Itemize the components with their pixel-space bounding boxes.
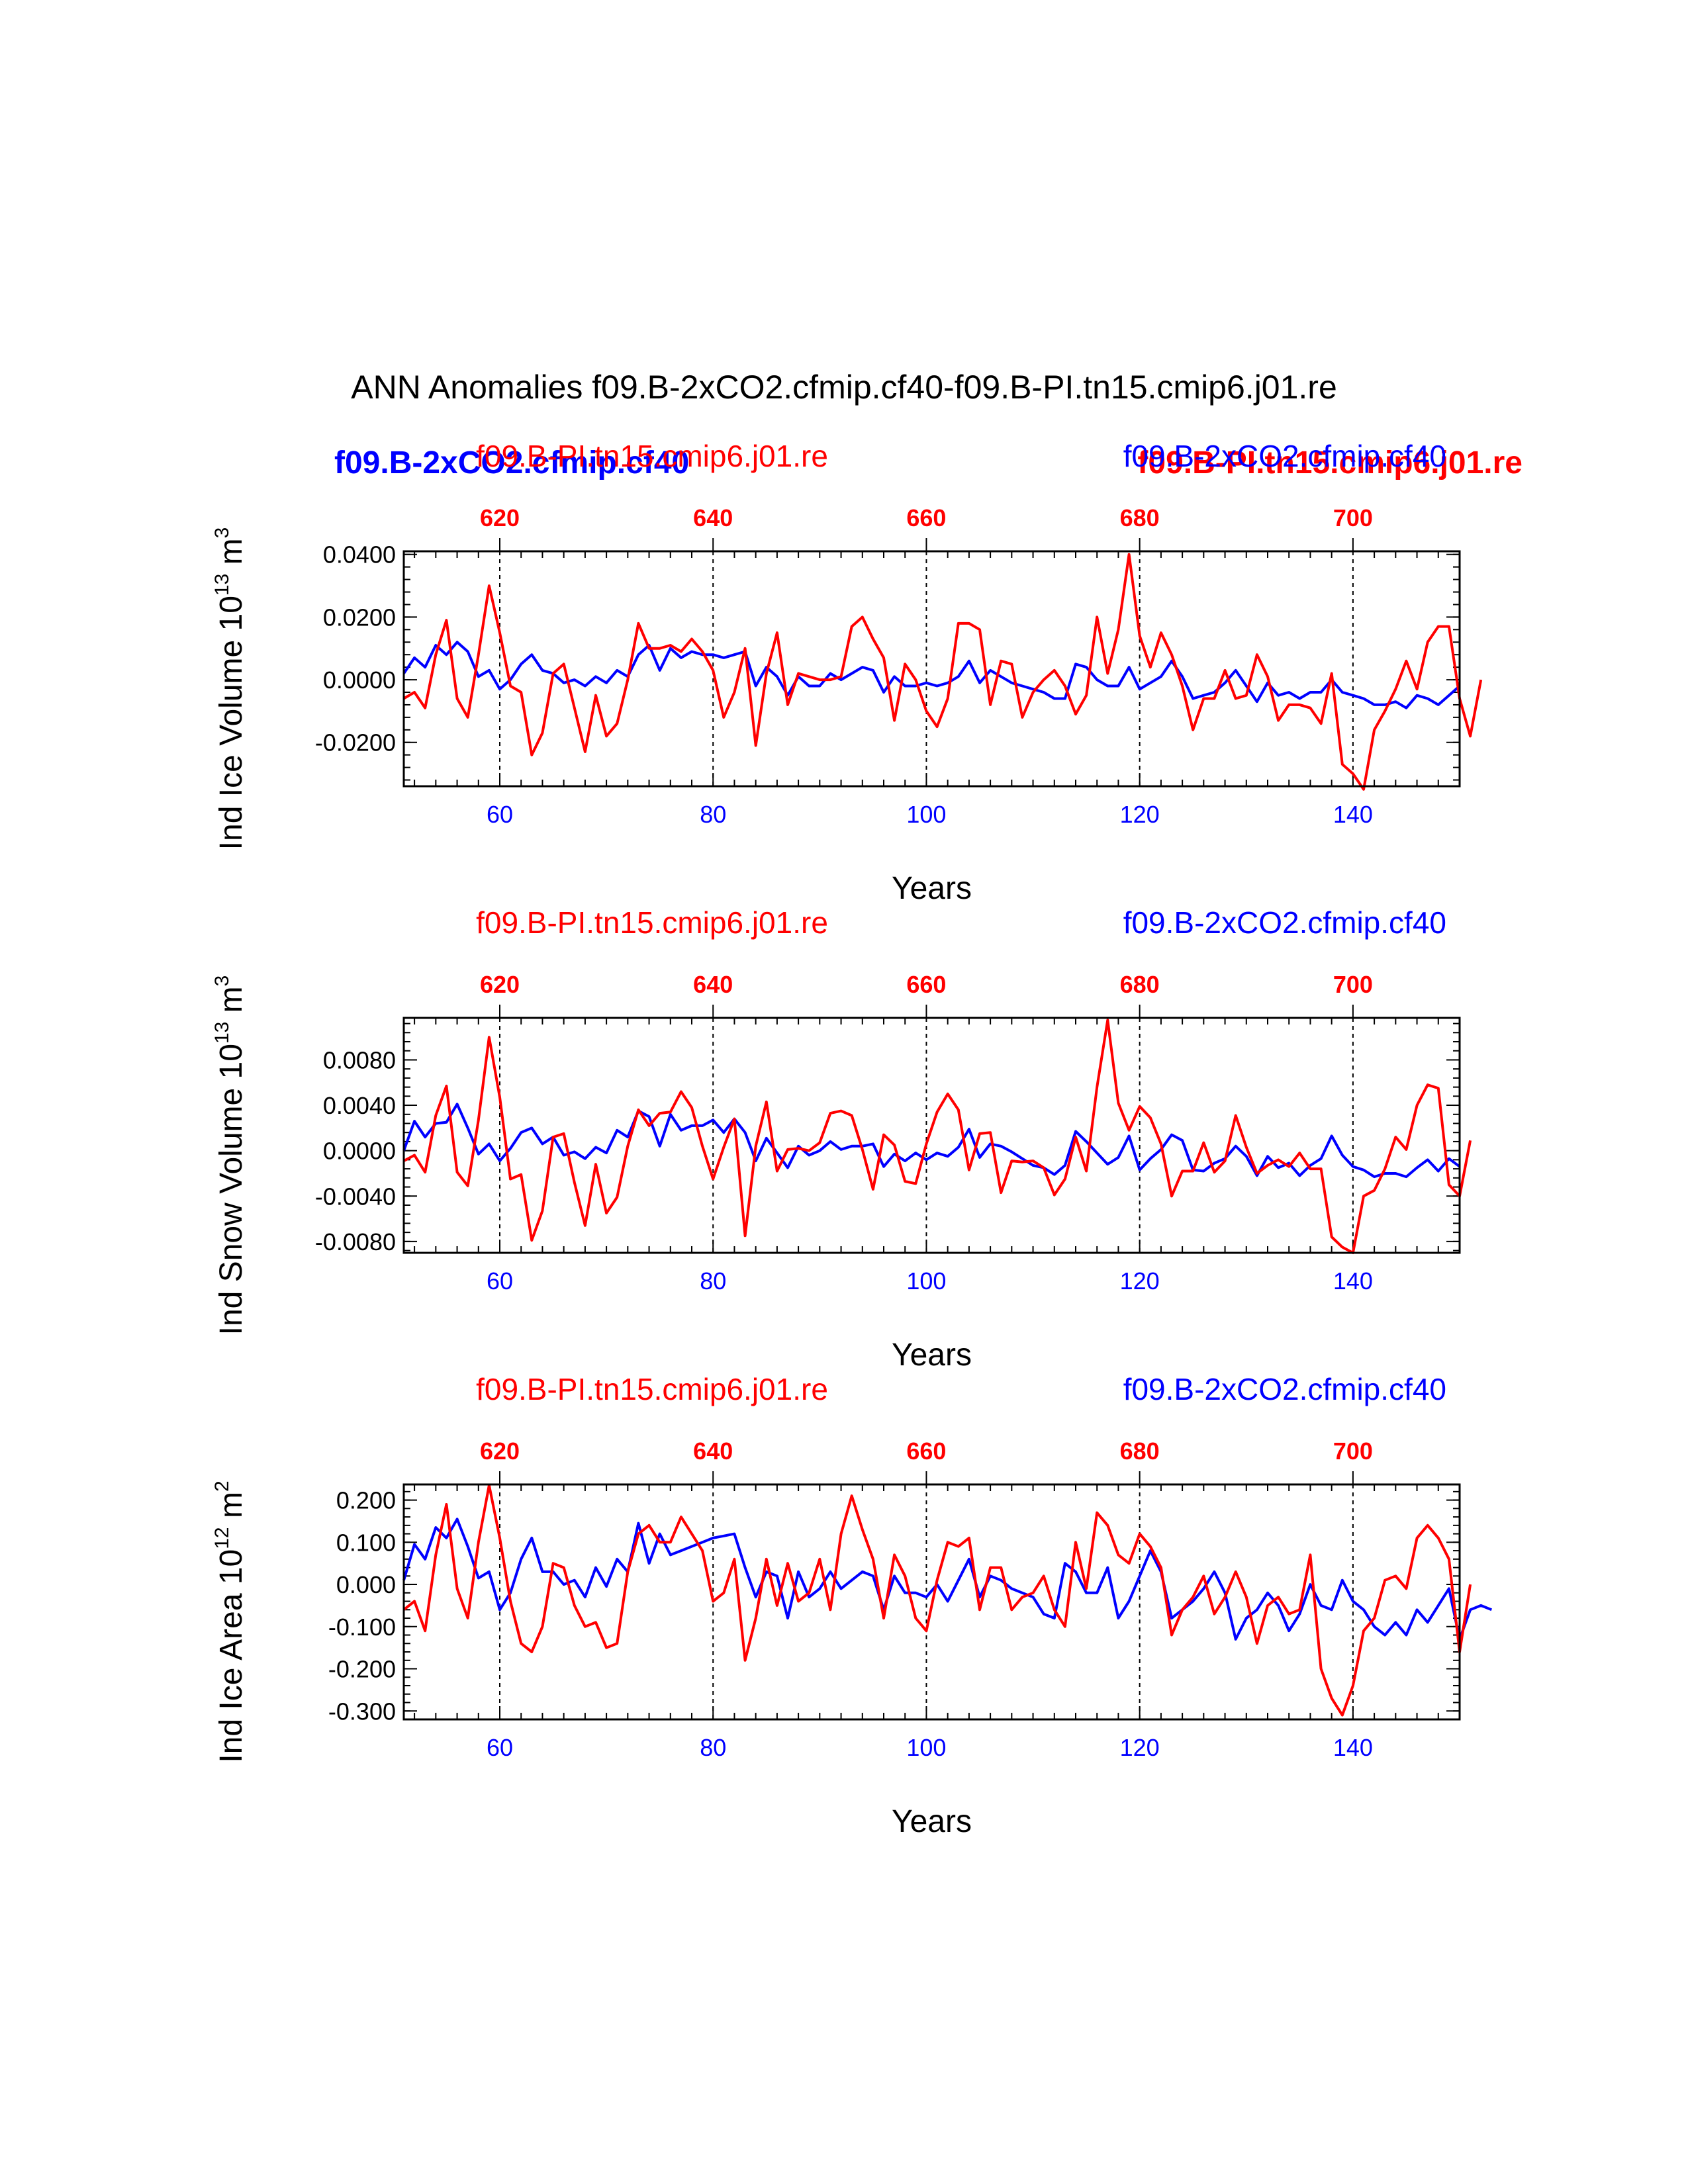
panel1-x-axis-label: Years [892, 871, 972, 906]
panel2-y-tick-label: 0.0000 [323, 1138, 396, 1165]
panel3-y-axis-label: Ind Ice Area 1012 m2 [211, 1480, 249, 1762]
panel2-top-label-2xco2: f09.B-2xCO2.cfmip.cf40 [1123, 905, 1446, 940]
panel1-y-tick-label: -0.0200 [315, 729, 396, 756]
panel3-y-tick-label: -0.100 [328, 1614, 396, 1641]
panel1-y-axis-label: Ind Ice Volume 1013 m3 [211, 527, 249, 850]
panel2-x-tick-label: 80 [700, 1267, 726, 1295]
legend-label-2xco2: f09.B-2xCO2.cfmip.cf40 [334, 445, 689, 480]
panel3-x-axis-label: Years [892, 1804, 972, 1839]
panel1-top-tick-label: 660 [906, 504, 946, 531]
panel3-y-axis-label-main: Ind Ice Area 10 [214, 1549, 249, 1763]
panel2-y-tick-label: -0.0040 [315, 1183, 396, 1210]
legend-label-pi: f09.B-PI.tn15.cmip6.j01.re [1137, 445, 1523, 480]
panel3-group: 60 620 80 640 100 660 120 680 140 700 0.200 0.100 0.… [211, 1372, 1493, 1839]
panel3-y-axis-label-unit-exponent: 2 [211, 1480, 233, 1492]
panel2-x-tick-label: 120 [1120, 1267, 1160, 1295]
panel2-x-tick-label: 100 [906, 1267, 946, 1295]
panel3-top-tick-label: 700 [1333, 1437, 1373, 1465]
panel3-top-label-2xco2: f09.B-2xCO2.cfmip.cf40 [1123, 1372, 1446, 1406]
panel2-y-axis-label-unit-exponent: 3 [211, 976, 233, 987]
panel1-x-tick-label: 120 [1120, 801, 1160, 828]
panel2-y-axis-label-main: Ind Snow Volume 10 [214, 1044, 249, 1335]
panel1-top-tick-label: 620 [480, 504, 520, 531]
panel2-y-axis-label-exponent: 13 [211, 1022, 233, 1044]
panel3-top-tick-label: 640 [693, 1437, 733, 1465]
panels: 60 620 80 640 100 660 120 680 140 700 0.0400 0.0200… [211, 439, 1493, 1839]
panel3-x-tick-label: 140 [1333, 1734, 1373, 1761]
panel1-series-pi-line [402, 553, 1483, 791]
panel3-y-tick-label: 0.100 [336, 1529, 396, 1556]
panel1-y-tick-label: 0.0400 [323, 541, 396, 569]
figure-title: ANN Anomalies f09.B-2xCO2.cfmip.cf40-f09… [351, 369, 1337, 406]
panel2-x-axis-label: Years [892, 1338, 972, 1373]
panel3-x-tick-label: 120 [1120, 1734, 1160, 1761]
panel3-x-tick-label: 60 [487, 1734, 513, 1761]
panel1-top-label-pi: f09.B-PI.tn15.cmip6.j01.re [476, 439, 828, 473]
panel3-top-tick-label: 680 [1120, 1437, 1160, 1465]
panel3-y-axis-label-exponent: 12 [211, 1527, 233, 1549]
panel3-y-tick-label: 0.200 [336, 1487, 396, 1514]
panel1-y-tick-label: 0.0200 [323, 604, 396, 631]
panel3-series-2xco2-line [402, 1518, 1493, 1641]
panel2-x-tick-label: 60 [487, 1267, 513, 1295]
panel2-y-axis-label: Ind Snow Volume 1013 m3 [211, 976, 249, 1336]
panel2-y-axis-label-unit: m [214, 986, 249, 1021]
panel1-top-label-2xco2: f09.B-2xCO2.cfmip.cf40 [1123, 439, 1446, 473]
panel3-x-tick-label: 80 [700, 1734, 726, 1761]
panel3-y-axis-label-unit: m [214, 1492, 249, 1527]
panel3-y-tick-label: -0.300 [328, 1698, 396, 1725]
panel1-y-axis-label-unit-exponent: 3 [211, 527, 233, 539]
panel3-top-tick-label: 660 [906, 1437, 946, 1465]
panel2-frame [402, 1017, 1461, 1254]
panel2-top-tick-label: 640 [693, 971, 733, 998]
panel1-frame [402, 550, 1461, 788]
panel1-x-tick-label: 60 [487, 801, 513, 828]
panel2-top-tick-label: 660 [906, 971, 946, 998]
panel3-top-tick-label: 620 [480, 1437, 520, 1465]
panel1-series-2xco2-line [402, 641, 1461, 709]
panel2-series-pi-line [403, 1019, 1472, 1254]
panel3-series-pi-line [402, 1484, 1472, 1717]
panel1-y-axis-label-exponent: 13 [211, 574, 233, 596]
panel1-y-axis-label-main: Ind Ice Volume 10 [214, 596, 249, 850]
panel3-frame [402, 1483, 1461, 1721]
panel2-top-tick-label: 680 [1120, 971, 1160, 998]
panel3-top-label-pi: f09.B-PI.tn15.cmip6.j01.re [476, 1372, 828, 1406]
panel2-series-2xco2-line [402, 1103, 1461, 1179]
panel3-x-tick-label: 100 [906, 1734, 946, 1761]
panel2-y-tick-label: 0.0040 [323, 1092, 396, 1119]
panel3-y-tick-label: 0.000 [336, 1571, 396, 1598]
panel2-y-tick-label: 0.0080 [323, 1046, 396, 1073]
panel1-y-axis-label-unit: m [214, 538, 249, 573]
panel2-y-tick-label: -0.0080 [315, 1228, 396, 1255]
panel1-group: 60 620 80 640 100 660 120 680 140 700 0.0400 0.0200… [211, 439, 1483, 906]
panel1-top-tick-label: 700 [1333, 504, 1373, 531]
panel1-top-tick-label: 640 [693, 504, 733, 531]
panel1-x-tick-label: 140 [1333, 801, 1373, 828]
panel1-x-tick-label: 100 [906, 801, 946, 828]
panel2-top-label-pi: f09.B-PI.tn15.cmip6.j01.re [476, 905, 828, 940]
panel1-y-tick-label: 0.0000 [323, 666, 396, 694]
panel2-group: 60 620 80 640 100 660 120 680 140 700 0.0080 0.0040… [211, 905, 1472, 1373]
panel2-top-tick-label: 620 [480, 971, 520, 998]
panel2-x-tick-label: 140 [1333, 1267, 1373, 1295]
panel3-y-tick-label: -0.200 [328, 1656, 396, 1683]
panel1-top-tick-label: 680 [1120, 504, 1160, 531]
panel1-x-tick-label: 80 [700, 801, 726, 828]
panel2-top-tick-label: 700 [1333, 971, 1373, 998]
